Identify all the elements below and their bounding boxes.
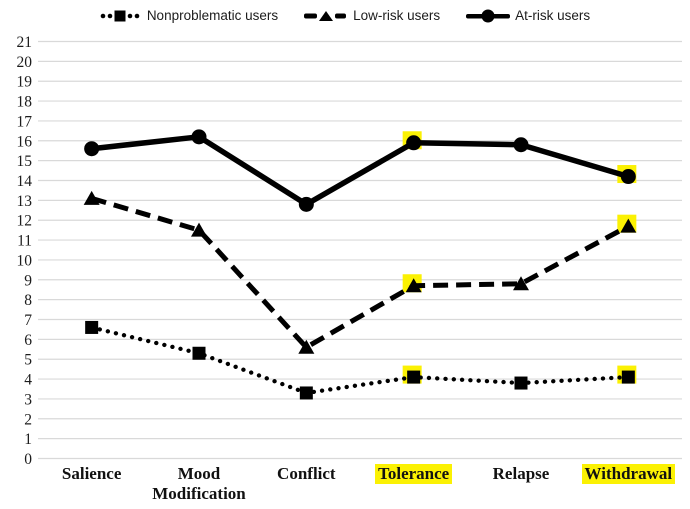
y-axis-tick-label: 15 [17, 153, 33, 170]
legend-marker-triangle-icon [304, 9, 348, 23]
x-axis-category-text: Relapse [492, 464, 550, 483]
y-axis-tick-label: 19 [17, 74, 33, 91]
legend-item-nonproblematic-users: Nonproblematic users [100, 8, 278, 23]
x-axis-category-label-conflict: Conflict [244, 464, 368, 484]
data-point-marker-square [299, 386, 313, 400]
legend-item-at-risk-users: At-risk users [466, 8, 590, 23]
y-axis-tick-label: 13 [17, 193, 33, 210]
data-point-marker-square [621, 370, 635, 384]
y-axis-tick-label: 6 [24, 332, 32, 349]
y-axis-tick-label: 2 [24, 411, 32, 428]
y-axis-tick-label: 5 [24, 352, 32, 369]
legend-marker-square-icon [100, 9, 142, 23]
x-axis-category-text: Mood Modification [152, 464, 246, 504]
y-axis-tick-label: 20 [17, 54, 33, 71]
chart-legend: Nonproblematic users Low-risk users At-ris… [0, 8, 690, 23]
legend-label: Low-risk users [353, 8, 441, 23]
legend-marker-circle-icon [466, 9, 511, 23]
data-point-marker-triangle [83, 190, 100, 205]
y-axis-tick-label: 16 [17, 133, 33, 150]
x-axis-category-text: Conflict [277, 464, 336, 483]
data-point-marker-triangle [191, 222, 207, 237]
x-axis-category-label-tolerance: Tolerance [352, 464, 476, 484]
y-axis-tick-label: 17 [17, 113, 33, 130]
y-axis-tick-label: 1 [24, 431, 32, 448]
y-axis-tick-label: 7 [24, 312, 32, 329]
x-axis-category-label-withdrawal: Withdrawal [566, 464, 690, 484]
data-point-marker-circle [513, 137, 529, 153]
y-axis-tick-label: 21 [17, 34, 33, 51]
data-point-marker-triangle [513, 276, 529, 291]
data-point-marker-circle [406, 135, 422, 151]
x-axis-category-label-relapse: Relapse [459, 464, 583, 484]
x-axis-category-text: Salience [61, 464, 122, 483]
series-line-nonproblematic-users [89, 325, 631, 396]
data-point-marker-triangle [405, 278, 422, 293]
y-axis-tick-label: 18 [17, 94, 33, 111]
y-axis-tick-label: 4 [24, 372, 32, 389]
data-point-marker-square [192, 346, 206, 360]
y-axis-tick-label: 8 [24, 292, 32, 309]
data-point-marker-circle [620, 169, 636, 185]
data-point-marker-circle [84, 141, 100, 157]
legend-label: Nonproblematic users [146, 8, 279, 23]
y-axis-tick-label: 14 [17, 173, 33, 190]
data-point-marker-square [407, 370, 421, 384]
x-axis-category-label-mood-modification: Mood Modification [137, 464, 261, 504]
x-axis-category-label-salience: Salience [30, 464, 154, 484]
y-axis-tick-label: 3 [24, 391, 32, 408]
data-point-marker-triangle [620, 218, 637, 233]
data-point-marker-circle [298, 196, 314, 212]
legend-label: At-risk users [515, 8, 591, 23]
x-axis-category-text: Withdrawal [581, 464, 676, 484]
legend-item-low-risk-users: Low-risk users [304, 8, 440, 23]
y-axis-tick-label: 12 [17, 213, 33, 230]
series-line-low-risk-users [90, 195, 630, 350]
y-axis-tick-label: 11 [17, 233, 32, 250]
data-point-marker-square [514, 376, 528, 390]
x-axis-category-text: Tolerance [375, 464, 453, 484]
data-point-marker-square [85, 320, 99, 334]
series-line-at-risk-users [91, 134, 630, 208]
y-axis-tick-label: 0 [24, 451, 32, 468]
y-axis-tick-label: 9 [24, 272, 32, 289]
y-axis-tick-label: 10 [17, 252, 33, 269]
data-point-marker-circle [191, 129, 207, 145]
data-point-marker-triangle [298, 339, 315, 354]
